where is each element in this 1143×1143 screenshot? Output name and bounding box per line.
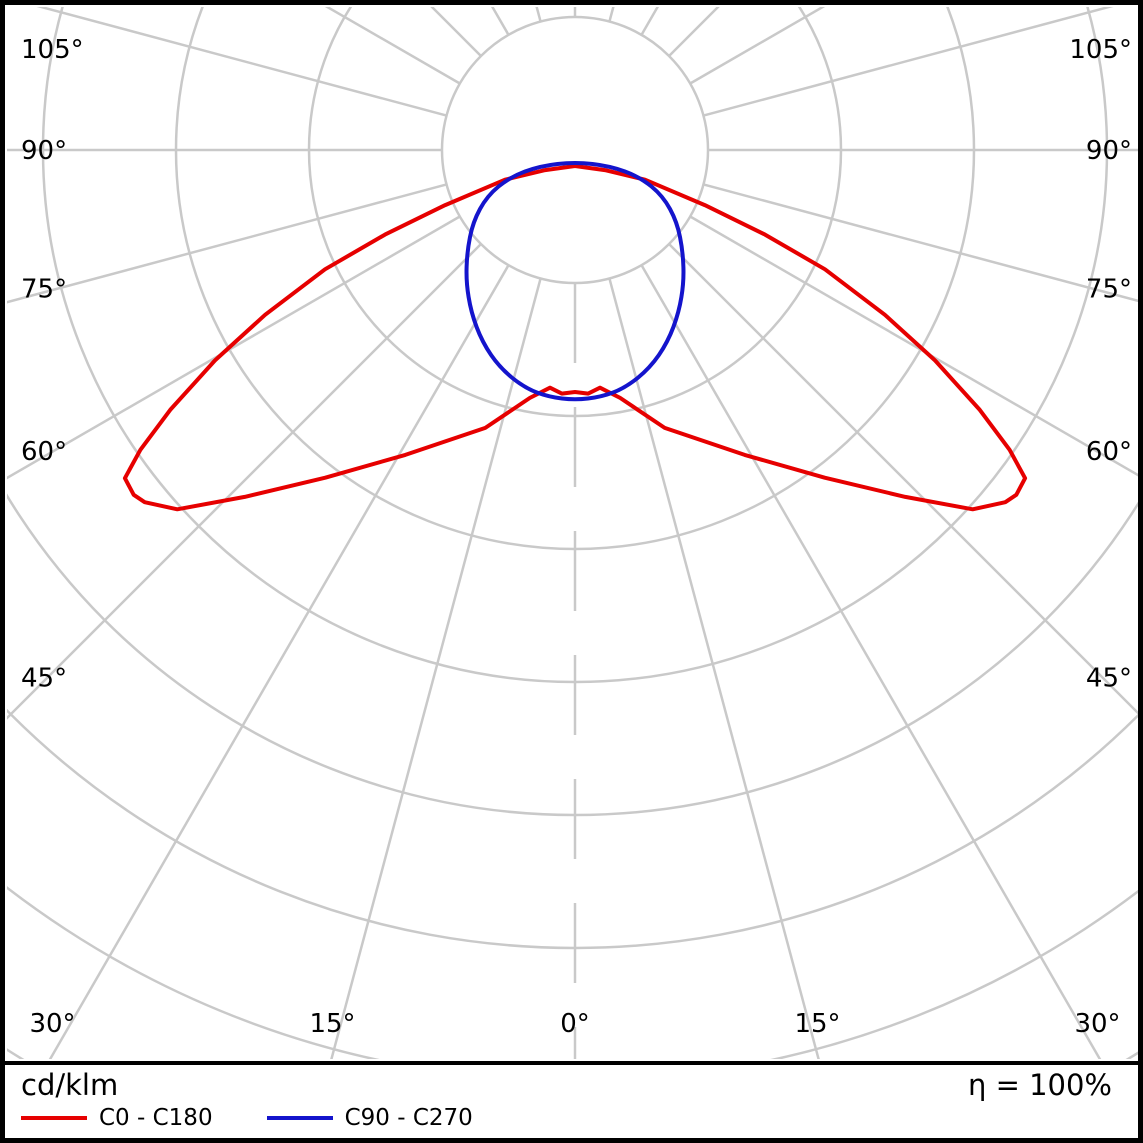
- polar-grid: [7, 7, 1138, 1059]
- legend-label-c90-c270: C90 - C270: [344, 1105, 473, 1131]
- angle-tick-label: 15°: [794, 1009, 840, 1039]
- polar-grid-spoke: [48, 264, 510, 1059]
- angle-tick-label: 105°: [21, 35, 84, 65]
- angle-tick-label: 15°: [309, 1009, 355, 1039]
- polar-grid-spoke: [608, 7, 615, 22]
- intensity-curves: [122, 161, 1028, 512]
- angle-tick-label: 45°: [1086, 664, 1132, 694]
- legend: C0 - C180 C90 - C270: [21, 1103, 1122, 1133]
- polar-grid-spoke: [703, 7, 1114, 117]
- series-curve-1: [122, 164, 1028, 512]
- legend-bar: cd/klm η = 100% C0 - C180 C90 - C270: [5, 1061, 1138, 1138]
- angle-tick-label: 45°: [21, 664, 67, 694]
- polar-grid-spoke: [668, 243, 1138, 715]
- legend-swatch-c0-c180: [21, 1116, 87, 1120]
- legend-item-c90-c270: C90 - C270: [266, 1103, 473, 1133]
- polar-grid-ring: [440, 15, 710, 285]
- legend-swatch-c90-c270: [266, 1116, 333, 1120]
- polar-grid-spoke: [36, 7, 447, 117]
- legend-item-c0-c180: C0 - C180: [21, 1103, 213, 1133]
- polar-grid-spoke: [7, 215, 461, 480]
- angle-tick-label: 60°: [1086, 437, 1132, 467]
- polar-grid-spoke: [330, 278, 542, 1059]
- polar-grid-spoke: [7, 243, 482, 720]
- efficiency-label: η = 100%: [967, 1068, 1112, 1102]
- angle-tick-labels: 45° 45° 60° 60° 75° 75° 90° 90° 105° 105° 30° 15° 0°…: [21, 35, 1132, 1039]
- angle-tick-label: 90°: [21, 136, 67, 166]
- footer-top-row: cd/klm η = 100%: [21, 1067, 1122, 1103]
- angle-tick-label: 30°: [29, 1009, 75, 1039]
- angle-tick-label: 0°: [560, 1009, 590, 1039]
- polar-grid-spoke: [703, 183, 1138, 303]
- angle-tick-label: 75°: [21, 275, 67, 305]
- series-curve-2: [464, 161, 686, 402]
- polar-plot: 45° 45° 60° 60° 75° 75° 90° 90° 105° 105° 30° 15° 0°…: [7, 7, 1138, 1059]
- polar-grid-spoke: [640, 264, 1102, 1059]
- polar-grid-spoke: [689, 215, 1138, 477]
- polar-grid-spoke: [535, 7, 542, 22]
- angle-tick-label: 75°: [1086, 275, 1132, 305]
- polar-grid-spoke: [608, 278, 820, 1059]
- angle-tick-label: 90°: [1086, 136, 1132, 166]
- angle-tick-label: 30°: [1074, 1009, 1120, 1039]
- units-label: cd/klm: [21, 1068, 119, 1102]
- angle-tick-label: 105°: [1069, 35, 1132, 65]
- legend-label-c0-c180: C0 - C180: [99, 1105, 213, 1131]
- angle-tick-label: 60°: [21, 437, 67, 467]
- polar-grid-spoke: [7, 183, 447, 304]
